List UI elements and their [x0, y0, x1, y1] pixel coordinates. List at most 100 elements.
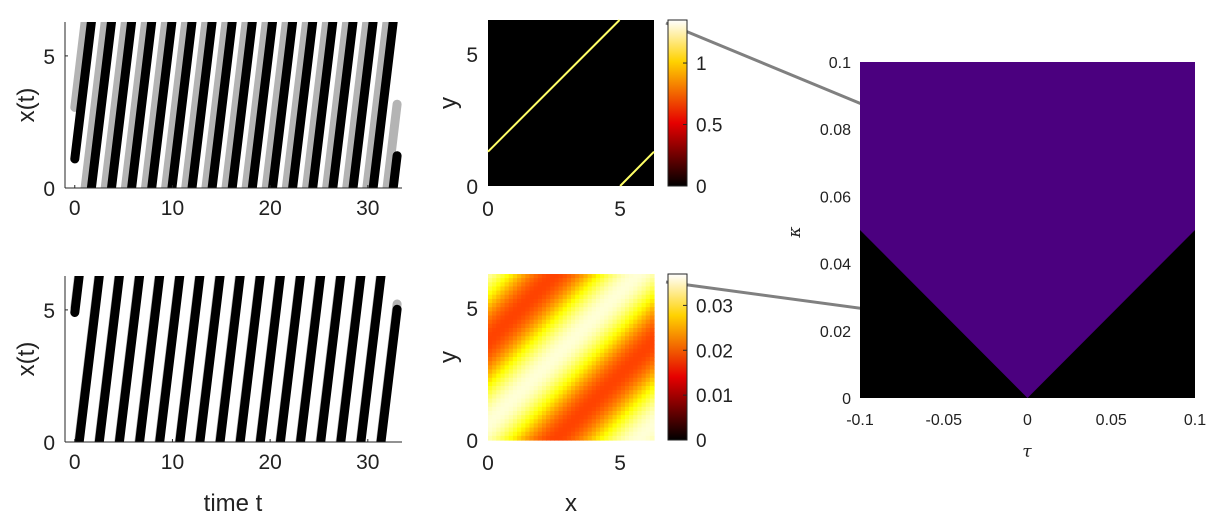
density-cell — [525, 298, 531, 304]
density-cell — [500, 381, 506, 387]
trajectory-series-top — [70, 22, 402, 188]
density-cell — [649, 344, 655, 350]
density-cell — [587, 398, 593, 404]
density-cell — [554, 298, 560, 304]
density-cell — [546, 394, 551, 400]
density-cell — [521, 431, 526, 437]
density-cell — [512, 390, 518, 395]
density-cell — [566, 419, 572, 424]
density-cell — [629, 357, 634, 362]
density-cell — [512, 319, 518, 325]
density-cell — [541, 373, 547, 379]
density-cell — [641, 357, 647, 362]
density-cell — [604, 373, 609, 379]
density-cell — [525, 294, 531, 300]
colorbar-tick-label: 0 — [696, 177, 707, 198]
density-cell — [608, 290, 614, 296]
density-cell — [492, 361, 497, 366]
density-cell — [641, 278, 647, 283]
density-cell — [575, 274, 580, 279]
density-cell — [504, 327, 510, 333]
density-cell — [566, 311, 572, 317]
density-cell — [600, 336, 605, 341]
density-cell — [575, 294, 580, 300]
density-cell — [583, 406, 589, 412]
density-cell — [608, 340, 614, 346]
density-cell — [517, 427, 522, 433]
density-cell — [558, 348, 564, 354]
density-cell — [541, 344, 547, 350]
density-cell — [562, 286, 568, 292]
density-cell — [641, 369, 647, 375]
density-cell — [575, 315, 580, 321]
colorbar-top — [667, 19, 688, 187]
density-cell — [620, 398, 626, 404]
density-cell — [488, 278, 493, 283]
density-cell — [566, 319, 572, 325]
density-cell — [541, 435, 547, 441]
density-cell — [537, 332, 543, 337]
density-map-bottom — [488, 274, 655, 441]
density-cell — [562, 377, 568, 383]
density-cell — [624, 398, 630, 404]
density-cell — [566, 290, 572, 296]
density-cell — [604, 431, 609, 437]
density-cell — [571, 298, 576, 304]
density-cell — [583, 352, 589, 358]
density-cell — [566, 336, 572, 341]
trajectory-segment — [127, 22, 157, 188]
density-cell — [529, 381, 535, 387]
density-cell — [616, 406, 622, 412]
density-cell — [554, 278, 560, 283]
density-cell — [620, 294, 626, 300]
density-cell — [612, 365, 618, 371]
density-cell — [571, 294, 576, 300]
y-tick-label: 0 — [43, 432, 55, 455]
density-cell — [616, 274, 622, 279]
density-cell — [571, 410, 576, 416]
density-cell — [529, 307, 535, 312]
density-cell — [500, 298, 506, 304]
density-cell — [492, 319, 497, 325]
density-cell — [541, 365, 547, 371]
density-cell — [612, 298, 618, 304]
density-cell — [637, 344, 643, 350]
density-cell — [649, 377, 655, 383]
density-cell — [624, 357, 630, 362]
density-cell — [587, 290, 593, 296]
density-cell — [591, 332, 597, 337]
density-cell — [492, 311, 497, 317]
density-cell — [508, 398, 514, 404]
density-cell — [571, 286, 576, 292]
density-cell — [608, 282, 614, 288]
density-cell — [571, 319, 576, 325]
density-cell — [537, 336, 543, 341]
density-cell — [537, 357, 543, 362]
density-cell — [591, 361, 597, 366]
density-cell — [558, 406, 564, 412]
density-cell — [591, 327, 597, 333]
density-cell — [558, 431, 564, 437]
density-cell — [517, 406, 522, 412]
density-cell — [591, 386, 597, 391]
density-cell — [604, 290, 609, 296]
density-cell — [512, 369, 518, 375]
density-cell — [616, 423, 622, 429]
density-cell — [575, 286, 580, 292]
density-cell — [525, 402, 531, 408]
density-cell — [521, 307, 526, 312]
density-cell — [633, 373, 638, 379]
density-cell — [512, 361, 518, 366]
density-cell — [620, 327, 626, 333]
density-cell — [624, 340, 630, 346]
density-cell — [583, 319, 589, 325]
density-cell — [550, 427, 555, 433]
density-cell — [633, 282, 638, 288]
density-cell — [566, 435, 572, 441]
density-cell — [566, 278, 572, 283]
density-cell — [550, 373, 555, 379]
density-cell — [645, 406, 651, 412]
density-cell — [579, 361, 585, 366]
density-cell — [500, 290, 506, 296]
density-cell — [550, 282, 555, 288]
